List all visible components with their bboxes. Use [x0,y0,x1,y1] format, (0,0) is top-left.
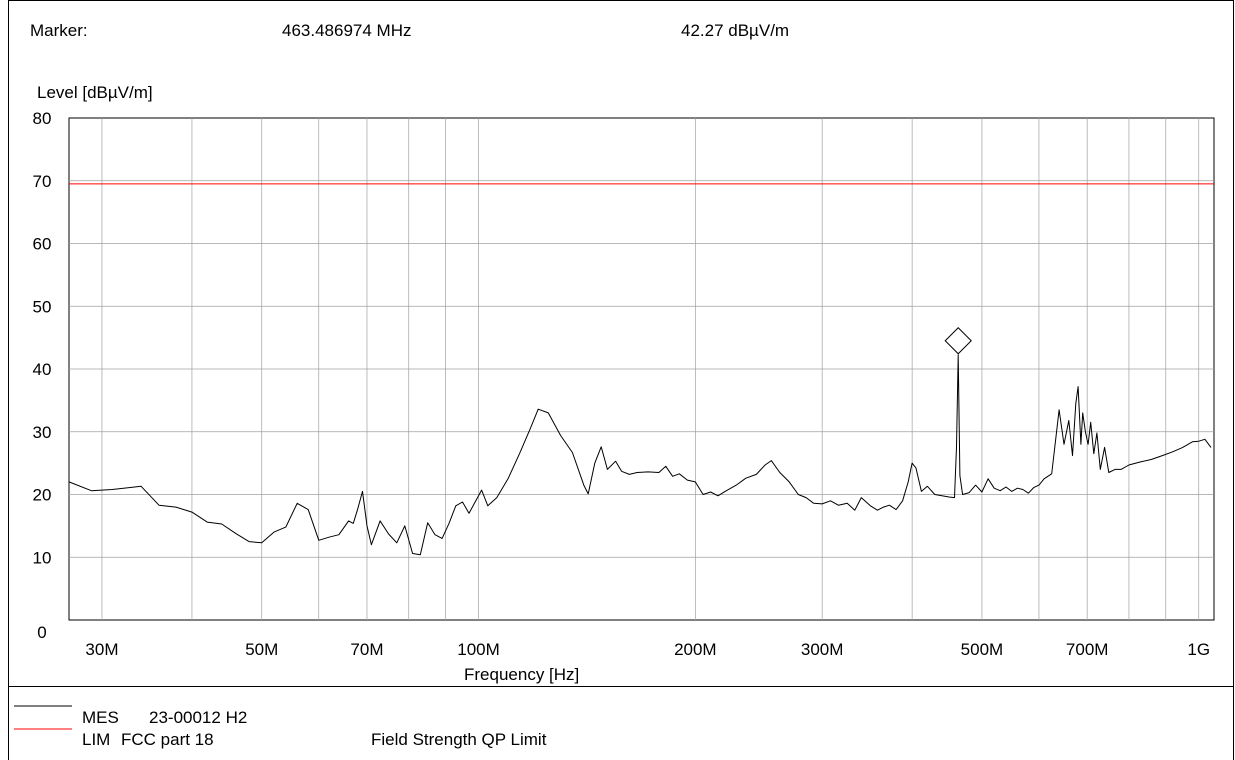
x-tick-label: 200M [674,640,717,659]
x-tick-label: 30M [85,640,118,659]
legend-mes-key: MES [82,708,119,727]
x-tick-label: 1G [1187,640,1210,659]
marker-frequency: 463.486974 MHz [282,21,412,40]
x-axis-label: Frequency [Hz] [464,665,580,684]
x-tick-label: 50M [245,640,278,659]
y-tick-label: 50 [33,297,52,316]
legend-mes-name: 23-00012 H2 [149,708,248,727]
y-tick-label: 20 [33,486,52,505]
y-tick-label: 80 [33,109,52,128]
x-tick-label: 500M [961,640,1004,659]
x-tick-label: 100M [457,640,500,659]
y-tick-label: 70 [33,172,52,191]
measurement-trace [68,354,1212,556]
x-tick-label: 70M [350,640,383,659]
chart-frame [8,0,1234,760]
y-axis-label: Level [dBµV/m] [37,83,153,102]
y-tick-label: 60 [33,235,52,254]
y-tick-label: 0 [37,623,46,642]
legend-lim-key: LIM [82,730,111,749]
x-tick-label: 700M [1066,640,1109,659]
y-tick-label: 10 [33,548,52,567]
marker-diamond [944,327,972,355]
legend-lim-description: Field Strength QP Limit [371,730,547,749]
marker-label: Marker: [30,21,88,40]
footer-separator [8,686,1234,687]
x-tick-label: 300M [801,640,844,659]
legend-lim-name: FCC part 18 [121,730,214,749]
y-tick-label: 30 [33,423,52,442]
marker-level: 42.27 dBµV/m [681,21,790,40]
y-tick-label: 40 [33,360,52,379]
